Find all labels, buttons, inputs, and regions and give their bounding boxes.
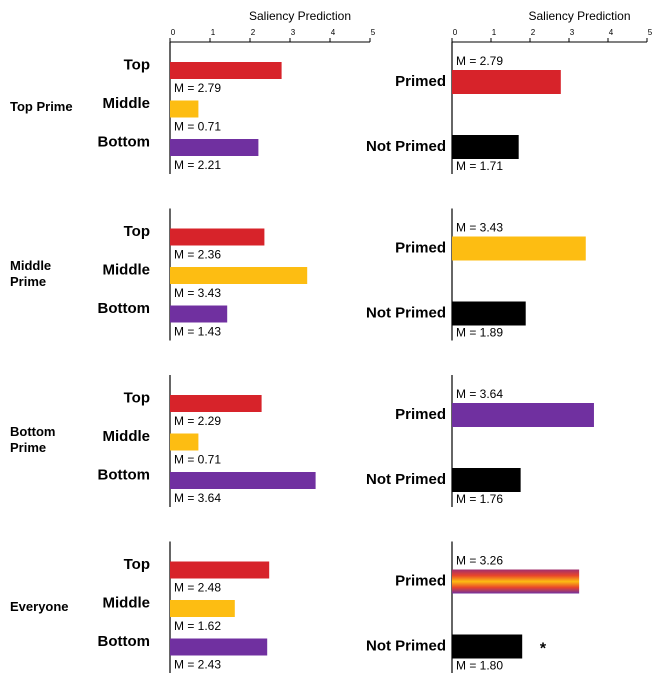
value-label: M = 3.64 bbox=[456, 387, 503, 401]
category-label: Not Primed bbox=[366, 637, 446, 654]
bar bbox=[170, 228, 265, 246]
bar bbox=[170, 139, 259, 156]
x-tick-label: 3 bbox=[291, 28, 296, 37]
annotation: * bbox=[540, 641, 547, 658]
value-label: M = 1.43 bbox=[174, 325, 221, 339]
bar bbox=[452, 403, 594, 427]
x-tick-label: 4 bbox=[331, 28, 336, 37]
category-label: Middle bbox=[103, 428, 151, 445]
category-label: Bottom bbox=[98, 300, 151, 317]
x-tick-label: 5 bbox=[648, 28, 652, 37]
category-label: Not Primed bbox=[366, 471, 446, 488]
category-label: Primed bbox=[395, 73, 446, 90]
bar bbox=[170, 267, 308, 284]
category-label: Primed bbox=[395, 239, 446, 256]
value-label: M = 2.79 bbox=[174, 81, 221, 95]
group-label: Top Prime bbox=[10, 99, 73, 114]
category-label: Top bbox=[124, 389, 150, 406]
x-tick-label: 2 bbox=[531, 28, 536, 37]
category-label: Top bbox=[124, 556, 150, 573]
bar bbox=[170, 100, 199, 118]
bar bbox=[170, 433, 199, 451]
value-label: M = 3.43 bbox=[174, 286, 221, 300]
x-tick-label: 1 bbox=[211, 28, 216, 37]
value-label: M = 1.89 bbox=[456, 326, 503, 340]
value-label: M = 2.29 bbox=[174, 414, 221, 428]
bar bbox=[452, 236, 586, 261]
value-label: M = 1.71 bbox=[456, 159, 503, 173]
bar bbox=[452, 135, 519, 159]
value-label: M = 2.36 bbox=[174, 248, 221, 262]
x-tick-label: 4 bbox=[609, 28, 614, 37]
category-label: Not Primed bbox=[366, 304, 446, 321]
category-label: Top bbox=[124, 56, 150, 73]
category-label: Not Primed bbox=[366, 138, 446, 155]
group-label: Middle Prime bbox=[10, 257, 52, 289]
bar bbox=[452, 468, 521, 492]
x-tick-label: 0 bbox=[171, 28, 176, 37]
value-label: M = 2.48 bbox=[174, 581, 221, 595]
value-label: M = 3.43 bbox=[456, 221, 503, 235]
bar bbox=[170, 600, 235, 617]
x-tick-label: 1 bbox=[492, 28, 497, 37]
x-tick-label: 3 bbox=[570, 28, 575, 37]
x-tick-label: 0 bbox=[453, 28, 458, 37]
group-label: Bottom Prime bbox=[10, 424, 56, 455]
value-label: M = 2.43 bbox=[174, 658, 221, 672]
axis-title: Saliency Prediction bbox=[249, 9, 351, 23]
bar bbox=[452, 569, 580, 594]
bar bbox=[452, 634, 523, 659]
category-label: Middle bbox=[103, 95, 151, 112]
x-tick-label: 5 bbox=[371, 28, 376, 37]
category-label: Primed bbox=[395, 572, 446, 589]
axis-title: Saliency Prediction bbox=[528, 9, 630, 23]
category-label: Top bbox=[124, 223, 150, 240]
category-label: Middle bbox=[103, 594, 151, 611]
bar bbox=[170, 305, 228, 323]
category-label: Bottom bbox=[98, 466, 151, 483]
value-label: M = 1.62 bbox=[174, 619, 221, 633]
category-label: Bottom bbox=[98, 633, 151, 650]
bar bbox=[170, 638, 268, 656]
value-label: M = 2.79 bbox=[456, 54, 503, 68]
category-label: Primed bbox=[395, 406, 446, 423]
value-label: M = 1.80 bbox=[456, 659, 503, 673]
bar bbox=[170, 472, 316, 489]
value-label: M = 2.21 bbox=[174, 158, 221, 172]
bar bbox=[452, 70, 561, 94]
value-label: M = 1.76 bbox=[456, 492, 503, 506]
group-label: Everyone bbox=[10, 598, 69, 614]
value-label: M = 0.71 bbox=[174, 453, 221, 467]
value-label: M = 0.71 bbox=[174, 120, 221, 134]
x-tick-label: 2 bbox=[251, 28, 256, 37]
bar bbox=[170, 62, 282, 79]
bar bbox=[170, 395, 262, 412]
value-label: M = 3.26 bbox=[456, 554, 503, 568]
category-label: Middle bbox=[103, 261, 151, 278]
category-label: Bottom bbox=[98, 133, 151, 150]
value-label: M = 3.64 bbox=[174, 491, 221, 505]
bar bbox=[452, 301, 526, 326]
bar bbox=[170, 561, 270, 579]
